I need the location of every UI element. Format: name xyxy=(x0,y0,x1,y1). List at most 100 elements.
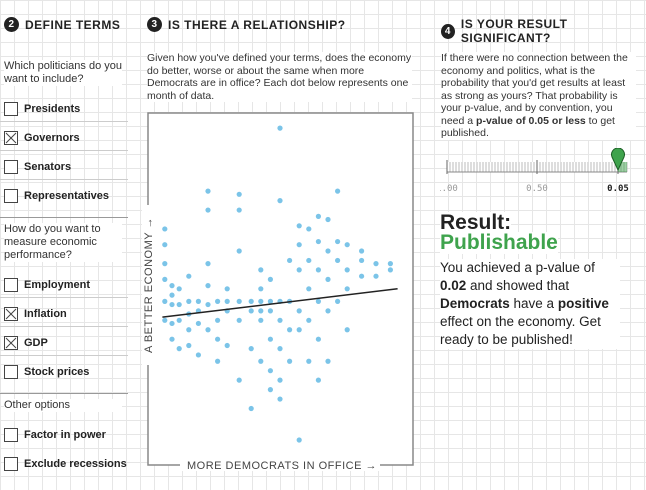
data-dot xyxy=(267,276,273,282)
data-dot xyxy=(205,301,211,308)
data-dot xyxy=(296,308,302,314)
data-dot xyxy=(267,368,273,374)
scatter-chart: MORE DEMOCRATS IN OFFICE → A BETTER ECONO… xyxy=(142,112,414,472)
data-dot xyxy=(373,261,379,267)
separator xyxy=(0,326,128,327)
data-dot xyxy=(296,242,302,248)
description: If there were no connection between the … xyxy=(441,52,636,140)
result: Publishable xyxy=(440,231,558,254)
data-dot xyxy=(236,377,242,383)
data-dot xyxy=(258,267,264,273)
checkbox[interactable] xyxy=(4,278,18,292)
checkbox[interactable] xyxy=(4,307,18,321)
data-dot xyxy=(277,198,283,204)
data-dot xyxy=(162,276,168,282)
data-dot xyxy=(306,226,312,232)
data-dot xyxy=(169,336,175,342)
section-header: 2 DEFINE TERMS xyxy=(4,17,120,32)
checkbox-option[interactable]: GDP xyxy=(4,336,48,350)
data-dot xyxy=(162,226,168,232)
text-run: You achieved a p-value of xyxy=(440,260,595,275)
data-dot xyxy=(325,248,331,254)
data-dot xyxy=(176,301,182,308)
data-dot xyxy=(315,267,321,273)
text-run: effect on the economy. Get ready to be p… xyxy=(440,314,601,347)
question: Other options xyxy=(4,399,122,412)
data-dot xyxy=(169,292,175,298)
checkbox-option[interactable]: Factor in power xyxy=(4,428,106,442)
data-dot xyxy=(287,358,293,364)
data-dot xyxy=(205,188,211,194)
checkbox-option[interactable]: Inflation xyxy=(4,307,67,321)
label-gap xyxy=(180,459,380,471)
data-dot xyxy=(162,261,168,267)
checkbox-option[interactable]: Senators xyxy=(4,160,71,174)
separator xyxy=(0,217,128,218)
option-label: Stock prices xyxy=(24,366,90,378)
checkbox-option[interactable]: Governors xyxy=(4,131,80,145)
text-run: have a xyxy=(509,296,558,311)
separator xyxy=(0,355,128,356)
data-dot xyxy=(195,320,201,327)
data-dot xyxy=(315,377,321,383)
data-dot xyxy=(344,242,350,248)
slider-handle[interactable] xyxy=(611,148,625,172)
data-dot xyxy=(359,273,365,279)
data-dot xyxy=(325,358,331,364)
checkbox-option[interactable]: Stock prices xyxy=(4,365,89,379)
data-dot xyxy=(306,317,312,323)
data-dot xyxy=(236,298,242,304)
checkbox-option[interactable]: Presidents xyxy=(4,102,80,116)
checkbox[interactable] xyxy=(4,131,18,145)
section-title: IS YOUR RESULT SIGNIFICANT? xyxy=(460,17,568,45)
p-value-slider[interactable]: 1.00 0.50 0.05 xyxy=(440,148,640,198)
data-dot xyxy=(215,358,221,364)
data-dot xyxy=(176,346,182,352)
text-run: positive xyxy=(557,296,609,311)
data-dot xyxy=(387,267,393,273)
checkbox[interactable] xyxy=(4,365,18,379)
slider-tick-label: 0.05 xyxy=(607,184,629,194)
data-dot xyxy=(335,298,341,304)
data-dot xyxy=(224,298,230,304)
data-dot xyxy=(236,191,242,197)
data-dot xyxy=(258,286,264,292)
data-dot xyxy=(335,257,341,264)
data-dot xyxy=(267,308,273,314)
check-mark xyxy=(5,132,17,144)
data-dot xyxy=(296,223,302,229)
checkbox[interactable] xyxy=(4,160,18,174)
data-dot xyxy=(306,286,312,292)
data-dot xyxy=(359,257,365,264)
separator xyxy=(0,121,128,122)
description: Given how you've defined your terms, doe… xyxy=(147,52,412,102)
checkbox[interactable] xyxy=(4,428,18,442)
data-dot xyxy=(277,377,283,383)
data-dot xyxy=(315,213,321,219)
data-dot xyxy=(176,317,182,323)
data-dot xyxy=(344,267,350,273)
data-dot xyxy=(224,342,230,349)
data-dot xyxy=(306,257,312,264)
checkbox-option[interactable]: Representatives xyxy=(4,189,109,203)
checkbox[interactable] xyxy=(4,102,18,116)
data-dot xyxy=(387,261,393,267)
checkbox-option[interactable]: Employment xyxy=(4,278,90,292)
text-run: Democrats xyxy=(440,296,510,311)
data-dot xyxy=(205,283,211,289)
checkbox[interactable] xyxy=(4,457,18,471)
data-dot xyxy=(205,261,211,267)
separator xyxy=(0,150,128,151)
checkbox[interactable] xyxy=(4,189,18,203)
data-dot xyxy=(186,342,192,349)
data-dot xyxy=(248,298,254,304)
checkbox[interactable] xyxy=(4,336,18,350)
data-dot xyxy=(258,317,264,323)
option-label: Employment xyxy=(24,279,91,291)
data-dot xyxy=(296,327,302,333)
text-run: to get published. xyxy=(441,114,615,140)
data-dot xyxy=(287,327,293,333)
data-dot xyxy=(186,298,192,304)
checkbox-option[interactable]: Exclude recessions xyxy=(4,457,127,471)
